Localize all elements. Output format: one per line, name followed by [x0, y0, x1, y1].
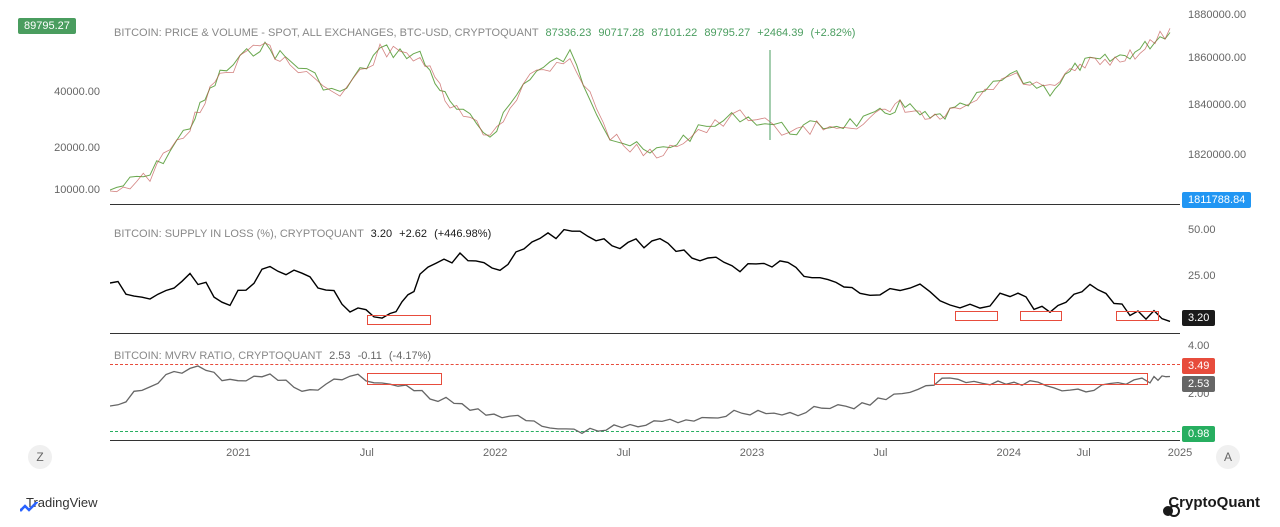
x-tick: 2022: [483, 447, 507, 459]
axis-tick: 10000.00: [0, 184, 108, 196]
axis-tick: 4.00: [1182, 340, 1278, 352]
x-tick: 2025: [1168, 447, 1192, 459]
highlight-rect: [367, 315, 431, 325]
price-chart-svg: [110, 5, 1180, 205]
axis-tick: 40000.00: [0, 86, 108, 98]
x-tick: 2024: [997, 447, 1021, 459]
x-axis: 2021Jul2022Jul2023Jul2024Jul2025: [110, 447, 1180, 471]
value-badge: 0.98: [1182, 426, 1215, 442]
cryptoquant-attribution[interactable]: CryptoQuant: [1162, 494, 1260, 511]
chart-container: BITCOIN: PRICE & VOLUME - SPOT, ALL EXCH…: [0, 0, 1280, 527]
x-tick: 2023: [740, 447, 764, 459]
axis-tick: 1880000.00: [1182, 9, 1278, 21]
tradingview-attribution[interactable]: TradingView: [20, 495, 98, 510]
highlight-rect: [1116, 311, 1159, 321]
highlight-rect: [934, 373, 1148, 386]
value-badge: 89795.27: [18, 18, 76, 34]
value-badge: 3.20: [1182, 310, 1215, 326]
auto-scale-button[interactable]: A: [1216, 445, 1240, 469]
zoom-out-button[interactable]: Z: [28, 445, 52, 469]
axis-tick: 50.00: [1182, 224, 1278, 236]
value-badge: 3.49: [1182, 358, 1215, 374]
axis-tick: 1840000.00: [1182, 99, 1278, 111]
cryptoquant-label: CryptoQuant: [1168, 494, 1260, 511]
value-badge: 1811788.84: [1182, 192, 1251, 208]
axis-tick: 1820000.00: [1182, 149, 1278, 161]
mvrv-chart-svg: [110, 336, 1180, 441]
highlight-rect: [367, 373, 442, 386]
value-badge: 2.53: [1182, 376, 1215, 392]
x-tick: Jul: [1077, 447, 1091, 459]
axis-tick: 1860000.00: [1182, 52, 1278, 64]
mvrv-panel[interactable]: BITCOIN: MVRV RATIO, CRYPTOQUANT 2.53 -0…: [110, 336, 1180, 441]
highlight-rect: [955, 311, 998, 321]
price-panel[interactable]: BITCOIN: PRICE & VOLUME - SPOT, ALL EXCH…: [110, 5, 1180, 205]
axis-tick: 25.00: [1182, 270, 1278, 282]
x-tick: Jul: [360, 447, 374, 459]
supply-panel[interactable]: BITCOIN: SUPPLY IN LOSS (%), CRYPTOQUANT…: [110, 208, 1180, 334]
highlight-rect: [1020, 311, 1063, 321]
axis-tick: 20000.00: [0, 142, 108, 154]
x-tick: Jul: [873, 447, 887, 459]
x-tick: 2021: [226, 447, 250, 459]
x-tick: Jul: [617, 447, 631, 459]
footer: TradingView CryptoQuant: [20, 487, 1260, 517]
